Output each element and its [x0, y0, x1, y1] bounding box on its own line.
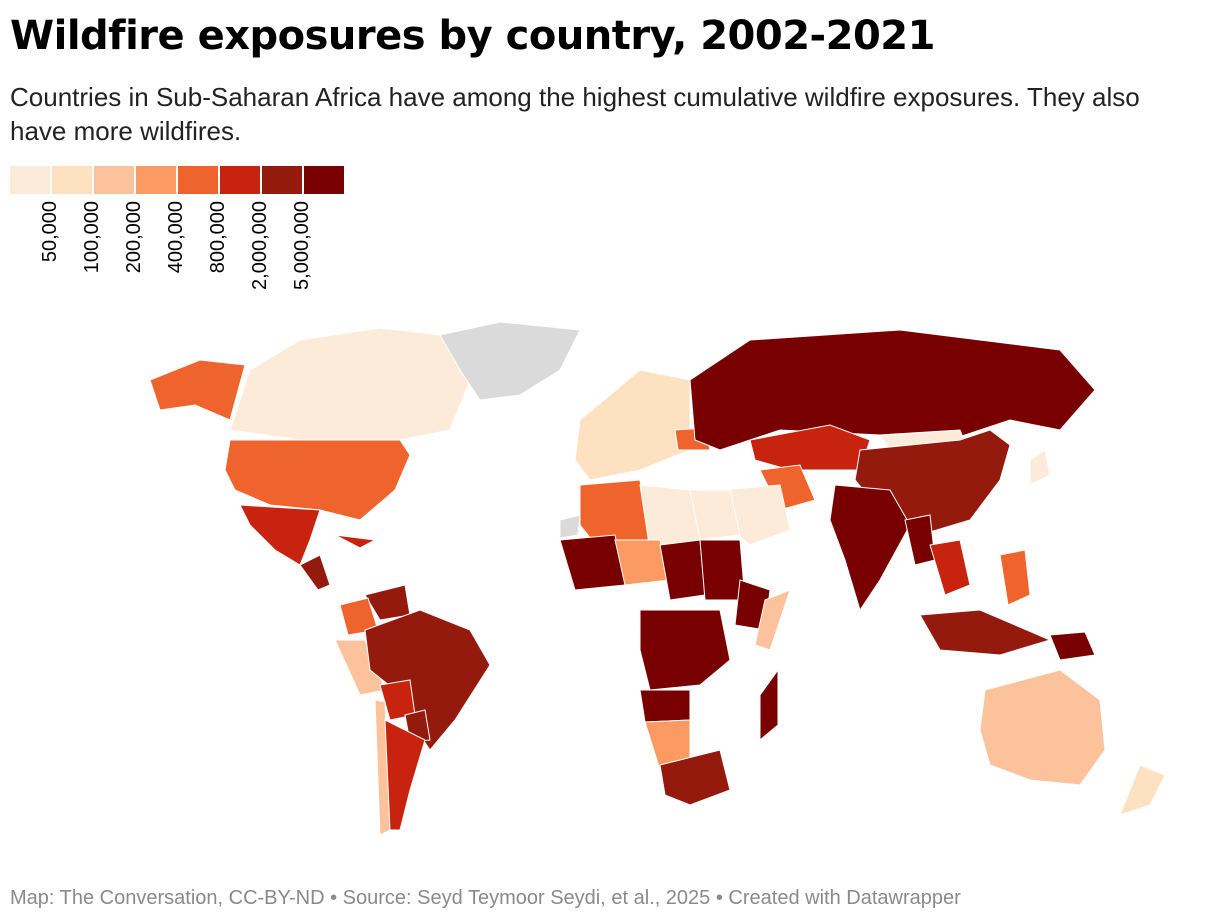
legend-swatch-2: [94, 166, 134, 194]
country-japan[interactable]: [1029, 449, 1051, 486]
country-europe[interactable]: [574, 369, 691, 481]
legend-label-5: 2,000,000: [249, 201, 271, 290]
country-egypt[interactable]: [689, 489, 741, 541]
legend-label-1: 100,000: [81, 201, 103, 274]
country-mexico[interactable]: [239, 504, 321, 566]
country-drc[interactable]: [639, 609, 731, 691]
color-legend: 50,000 100,000 200,000 400,000 800,000 2,000,…: [10, 166, 350, 306]
country-madagascar[interactable]: [759, 668, 779, 742]
country-new-zealand[interactable]: [1119, 764, 1166, 816]
country-philippines[interactable]: [999, 549, 1031, 606]
country-chad[interactable]: [659, 539, 706, 601]
country-russia[interactable]: [689, 329, 1096, 451]
legend-label-2: 200,000: [123, 201, 145, 274]
country-argentina[interactable]: [384, 719, 426, 831]
country-australia[interactable]: [979, 669, 1106, 786]
country-cuba[interactable]: [334, 534, 377, 549]
chart-subtitle: Countries in Sub-Saharan Africa have amo…: [10, 82, 1140, 146]
legend-swatches: [10, 166, 346, 194]
legend-label-6: 5,000,000: [291, 201, 313, 290]
legend-swatch-1: [52, 166, 92, 194]
legend-swatch-6: [262, 166, 302, 194]
country-western-sahara[interactable]: [559, 514, 581, 539]
country-south-africa[interactable]: [659, 749, 731, 806]
country-papua-new-guinea[interactable]: [1049, 631, 1096, 661]
country-canada[interactable]: [229, 327, 471, 441]
country-central-america[interactable]: [299, 554, 331, 591]
country-myanmar[interactable]: [904, 514, 936, 566]
country-somalia[interactable]: [754, 589, 791, 651]
country-angola[interactable]: [639, 689, 691, 723]
legend-label-3: 400,000: [165, 201, 187, 274]
world-map: [0, 310, 1220, 855]
country-india[interactable]: [829, 484, 911, 612]
country-indonesia[interactable]: [919, 609, 1052, 656]
legend-label-0: 50,000: [39, 201, 61, 263]
country-thailand[interactable]: [929, 539, 971, 596]
chart-footer: Map: The Conversation, CC-BY-ND • Source…: [10, 887, 961, 909]
chart-title: Wildfire exposures by country, 2002-2021: [10, 13, 935, 59]
country-usa[interactable]: [224, 439, 411, 521]
legend-swatch-0: [10, 166, 50, 194]
legend-swatch-7: [304, 166, 344, 194]
country-brazil[interactable]: [364, 609, 491, 751]
legend-swatch-5: [220, 166, 260, 194]
country-greenland[interactable]: [439, 321, 581, 401]
legend-swatch-3: [136, 166, 176, 194]
world-map-svg: [149, 321, 1166, 836]
country-alaska[interactable]: [149, 359, 246, 421]
legend-label-4: 800,000: [207, 201, 229, 274]
legend-swatch-4: [178, 166, 218, 194]
country-sudan[interactable]: [699, 539, 746, 601]
